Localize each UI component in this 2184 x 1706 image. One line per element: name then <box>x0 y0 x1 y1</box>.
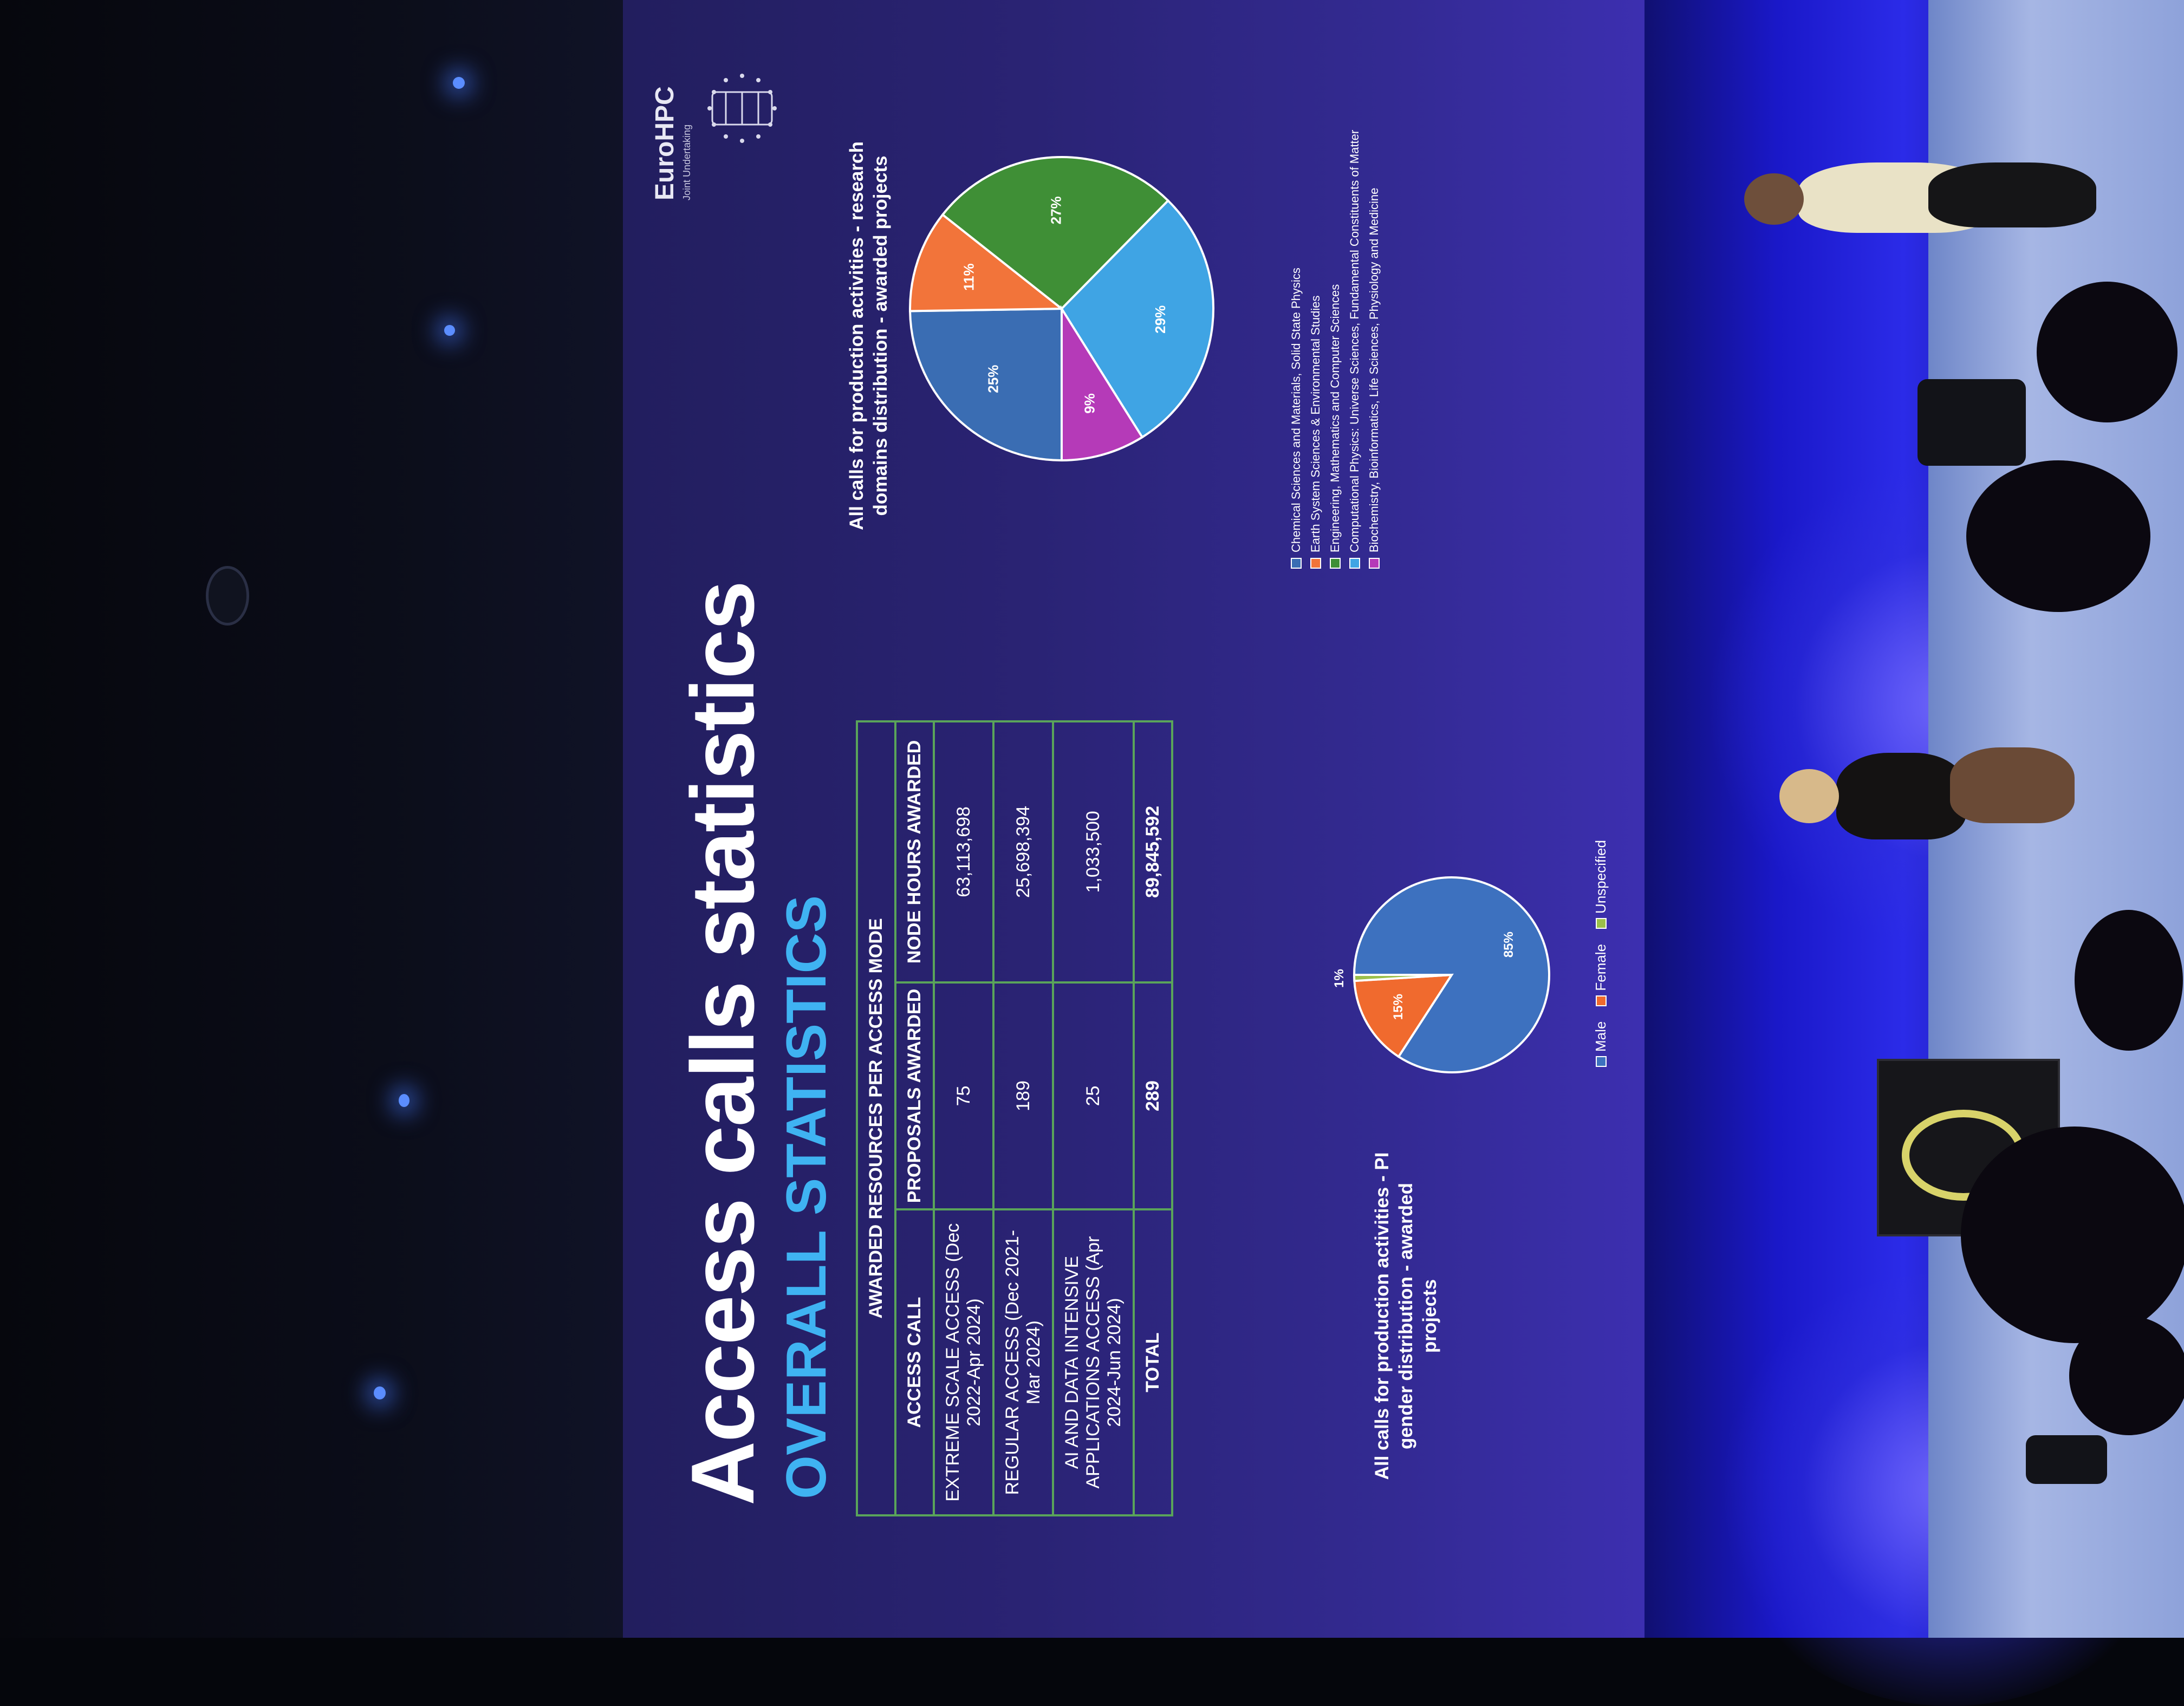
ceiling-vent <box>206 566 249 626</box>
legend-item: Computational Physics: Universe Sciences… <box>1348 130 1362 569</box>
legend-label: Male <box>1592 1021 1609 1052</box>
table-cell: AI AND DATA INTENSIVE APPLICATIONS ACCES… <box>1053 1209 1134 1515</box>
legend-item: Engineering, Mathematics and Computer Sc… <box>1328 130 1342 569</box>
eu-stars-icon <box>707 74 777 143</box>
table-total-row: TOTAL 289 89,845,592 <box>1134 721 1172 1515</box>
gender-chart-title: All calls for production activities - PI… <box>1372 1152 1440 1480</box>
ceiling-light <box>374 1386 386 1399</box>
domains-legend: Chemical Sciences and Materials, Solid S… <box>1289 130 1387 569</box>
pie-slice <box>1353 974 1452 982</box>
legend-label: Chemical Sciences and Materials, Solid S… <box>1289 268 1303 552</box>
domains-chart-title: All calls for production activities - re… <box>846 141 891 530</box>
pie-slice <box>1060 199 1214 439</box>
gender-legend: Male Female Unspecified <box>1592 840 1609 1067</box>
pie-data-label: 25% <box>985 365 1001 393</box>
presenter-head <box>1779 769 1839 823</box>
presenter-head <box>1744 173 1804 225</box>
table-row: AI AND DATA INTENSIVE APPLICATIONS ACCES… <box>1053 721 1134 1515</box>
ceiling <box>0 0 639 1638</box>
table-cell: EXTREME SCALE ACCESS (Dec 2022-Apr 2024) <box>934 1209 993 1515</box>
table-cell: 25 <box>1053 982 1134 1210</box>
legend-label: Female <box>1592 943 1609 991</box>
gender-pie-chart: 85% 15% 1% <box>1332 876 1550 1073</box>
table-row: EXTREME SCALE ACCESS (Dec 2022-Apr 2024)… <box>934 721 993 1515</box>
awarded-resources-table: AWARDED RESOURCES PER ACCESS MODE ACCESS… <box>856 720 1173 1516</box>
legend-label: Unspecified <box>1592 840 1609 914</box>
column-header: ACCESS CALL <box>895 1209 934 1515</box>
ceiling-light <box>453 77 465 89</box>
table-caption: AWARDED RESOURCES PER ACCESS MODE <box>857 721 895 1515</box>
table-cell: 63,113,698 <box>934 721 993 982</box>
audience-head <box>2069 1316 2184 1435</box>
slide-title: Access calls statistics <box>673 582 772 1506</box>
domains-pie-chart: 25% 11% 27% 29% 9% <box>909 156 1214 462</box>
legend-swatch <box>1369 558 1380 569</box>
legend-swatch <box>1349 558 1360 569</box>
pie-slice <box>909 307 1063 462</box>
legend-item: Unspecified <box>1592 840 1609 929</box>
pie-data-label: 29% <box>1152 305 1168 334</box>
legend-swatch-female <box>1595 995 1607 1006</box>
legend-item: Female <box>1592 944 1609 1006</box>
pie-slice <box>1353 973 1454 1058</box>
eurohpc-logo: EuroHPC Joint Undertaking <box>650 5 777 200</box>
legend-item: Male <box>1592 1021 1609 1067</box>
pie-slice <box>941 156 1170 310</box>
logo-subtitle: Joint Undertaking <box>681 124 692 200</box>
presenter-legs <box>1928 162 2096 227</box>
table-caption-row: AWARDED RESOURCES PER ACCESS MODE <box>857 721 895 1515</box>
slide: Access calls statistics OVERALL STATISTI… <box>628 16 1641 1619</box>
legend-swatch <box>1310 558 1321 569</box>
audience-head <box>1966 460 2150 612</box>
table-row: REGULAR ACCESS (Dec 2021-Mar 2024) 189 2… <box>993 721 1053 1515</box>
table-cell: 289 <box>1134 982 1172 1210</box>
table-cell: 189 <box>993 982 1053 1210</box>
legend-label: Biochemistry, Bioinformatics, Life Scien… <box>1367 187 1381 552</box>
presenter-legs <box>1950 747 2075 823</box>
legend-swatch-male <box>1595 1056 1607 1067</box>
table-cell: 1,033,500 <box>1053 721 1134 982</box>
pie-data-label: 11% <box>961 263 977 291</box>
ceiling-light <box>399 1094 410 1107</box>
pie-data-label: 9% <box>1081 393 1097 414</box>
ceiling-light <box>444 325 455 336</box>
table-header-row: ACCESS CALL PROPOSALS AWARDED NODE HOURS… <box>895 721 934 1515</box>
audience-head <box>1961 1127 2184 1343</box>
table-cell: 89,845,592 <box>1134 721 1172 982</box>
pie-data-label: 27% <box>1048 196 1064 224</box>
legend-swatch <box>1330 558 1341 569</box>
table-cell: 75 <box>934 982 993 1210</box>
table-cell: TOTAL <box>1134 1209 1172 1515</box>
legend-swatch <box>1291 558 1302 569</box>
audience-head <box>2037 282 2178 422</box>
table-cell: 25,698,394 <box>993 721 1053 982</box>
column-header: NODE HOURS AWARDED <box>895 721 934 982</box>
pie-slice <box>1061 305 1144 462</box>
column-header: PROPOSALS AWARDED <box>895 982 934 1210</box>
legend-label: Computational Physics: Universe Sciences… <box>1348 129 1361 552</box>
video-camera <box>1917 379 2026 466</box>
pie-slice <box>909 213 1065 312</box>
presenter <box>1836 753 1966 839</box>
logo-name: EuroHPC <box>651 86 679 200</box>
table-cell: REGULAR ACCESS (Dec 2021-Mar 2024) <box>993 1209 1053 1515</box>
legend-label: Earth System Sciences & Environmental St… <box>1309 295 1322 552</box>
audience-head <box>2075 910 2183 1051</box>
camera <box>2026 1435 2107 1484</box>
legend-item: Earth System Sciences & Environmental St… <box>1309 130 1323 569</box>
slide-subtitle: OVERALL STATISTICS <box>775 895 838 1499</box>
legend-label: Engineering, Mathematics and Computer Sc… <box>1328 284 1342 552</box>
legend-item: Chemical Sciences and Materials, Solid S… <box>1289 130 1303 569</box>
pie-data-label: 15% <box>1391 994 1406 1020</box>
legend-item: Biochemistry, Bioinformatics, Life Scien… <box>1367 130 1381 569</box>
pie-data-label: 1% <box>1332 969 1347 988</box>
legend-swatch-unspecified <box>1595 917 1607 929</box>
pie-data-label: 85% <box>1502 932 1516 958</box>
